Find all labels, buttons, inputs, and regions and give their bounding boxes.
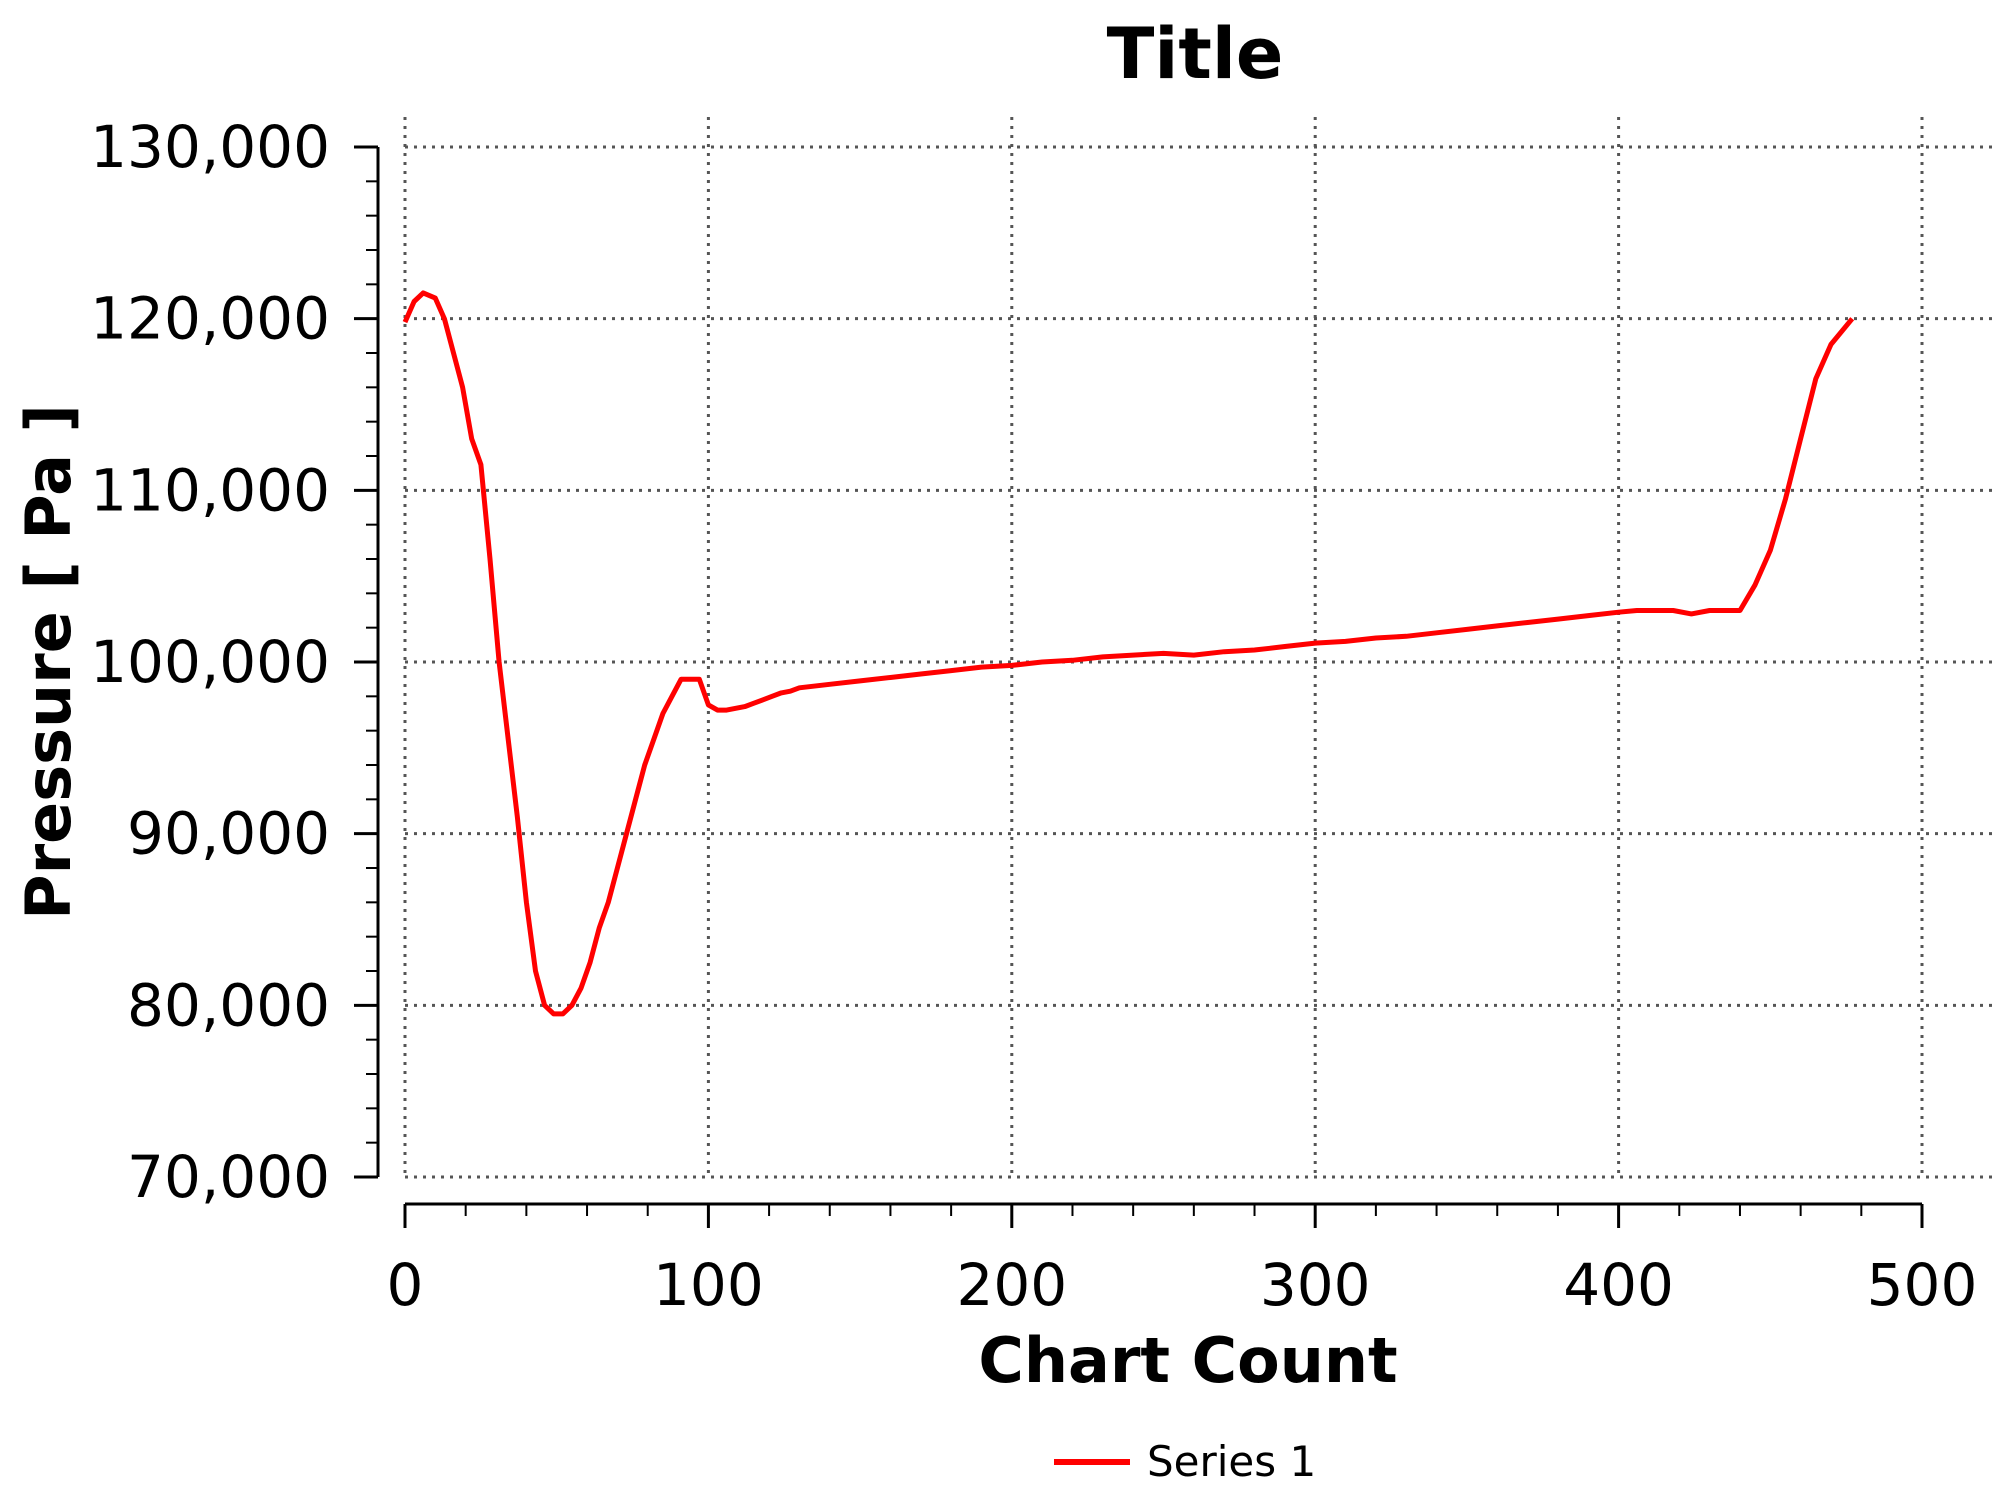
x-tick-label: 400 [1563, 1251, 1674, 1319]
y-tick-label: 90,000 [127, 800, 330, 868]
y-axis-label: Pressure [ Pa ] [12, 404, 85, 920]
x-tick-label: 100 [653, 1251, 764, 1319]
x-tick-label: 300 [1260, 1251, 1371, 1319]
axes [376, 147, 1922, 1206]
y-tick-label: 100,000 [90, 628, 330, 696]
series-layer [402, 290, 1855, 1017]
chart-title: Title [1107, 13, 1284, 95]
y-tick-label: 80,000 [127, 971, 330, 1039]
x-axis-label: Chart Count [978, 1324, 1397, 1397]
y-tick-label: 110,000 [90, 456, 330, 524]
y-tick-label: 120,000 [90, 285, 330, 353]
legend: Series 1 [1054, 1437, 1316, 1486]
x-tick-label: 500 [1867, 1251, 1978, 1319]
series-line [402, 290, 1855, 1017]
x-tick-label: 0 [387, 1251, 424, 1319]
y-tick-label: 70,000 [127, 1143, 330, 1211]
x-tick-label: 200 [956, 1251, 1067, 1319]
y-tick-label: 130,000 [90, 113, 330, 181]
legend-label: Series 1 [1147, 1437, 1316, 1486]
gridlines [403, 117, 1995, 1179]
ticks: 0 100 200 300 400 500 70,000 80,000 90,000 100,00… [90, 113, 1977, 1319]
